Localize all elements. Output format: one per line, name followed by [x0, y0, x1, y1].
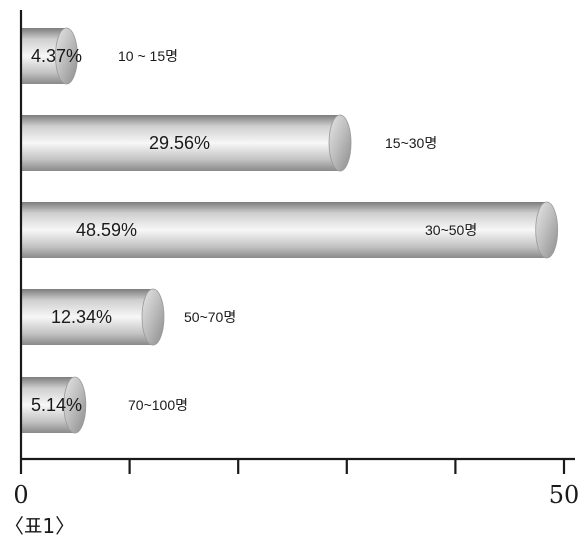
category-label: 15~30명: [385, 135, 437, 151]
bar-group: 4.37% 10 ~ 15명: [21, 27, 178, 85]
category-label: 70~100명: [128, 397, 188, 413]
axis-layer: 0 50: [13, 10, 579, 509]
data-label: 29.56%: [149, 133, 210, 153]
x-tick-label: 50: [549, 481, 580, 509]
chart-caption: 〈표1〉: [4, 514, 75, 538]
category-label: 10 ~ 15명: [118, 48, 178, 64]
bar-end-cap: [535, 201, 559, 259]
category-label: 30~50명: [425, 222, 477, 238]
data-label: 4.37%: [31, 46, 82, 66]
data-label: 48.59%: [76, 220, 137, 240]
bars-layer: 4.37% 10 ~ 15명 29.56% 15~30명 48.59% 30~50명 12.…: [21, 27, 559, 434]
bar: [21, 289, 154, 345]
bar-end-cap: [141, 288, 165, 346]
bar-group: 29.56% 15~30명: [21, 114, 437, 172]
x-tick-label: 0: [13, 481, 28, 509]
bar: [21, 202, 547, 258]
bar-end-cap: [63, 376, 87, 434]
bar-group: 5.14% 70~100명: [21, 376, 188, 434]
bar-end-cap: [328, 114, 352, 172]
bar: [21, 115, 341, 171]
data-label: 5.14%: [31, 395, 82, 415]
bar-end-cap: [55, 27, 78, 85]
data-label: 12.34%: [51, 307, 112, 327]
bar-group: 12.34% 50~70명: [21, 288, 236, 346]
category-label: 50~70명: [184, 309, 236, 325]
bar-group: 48.59% 30~50명: [21, 201, 559, 259]
